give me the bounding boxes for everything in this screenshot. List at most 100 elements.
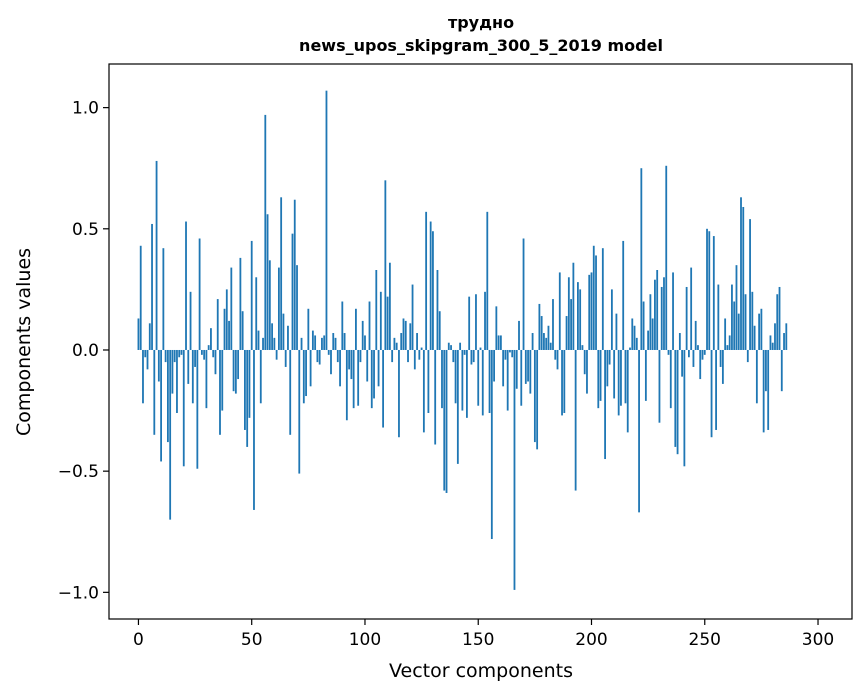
bar [180,349,183,355]
bar [375,270,378,350]
x-axis: 0 50 100 150 200 250 300 [133,619,834,650]
bar [495,306,498,350]
bar [241,311,244,350]
bar [203,349,206,360]
bar [287,325,289,350]
bar [656,270,659,350]
bar [384,180,387,350]
bar [262,337,264,350]
bar [538,303,541,350]
bar [368,301,371,350]
bar [640,168,643,350]
bar [266,214,269,350]
bar [710,349,713,438]
bar [706,228,708,350]
bar [194,349,196,367]
bar [767,349,770,430]
bar [144,349,147,358]
bar [631,318,634,350]
bar [298,349,301,474]
bar [148,323,151,350]
bar [701,349,704,360]
bar [769,335,772,350]
bar [629,347,631,350]
bar [715,349,717,430]
bar [452,349,455,363]
bar [237,349,240,380]
bar [712,236,715,350]
y-axis: −1.0 −0.5 0.0 0.5 1.0 [58,99,109,603]
bar [577,282,579,350]
bar [302,349,305,404]
bar [658,349,661,423]
bar [377,349,380,387]
bar [200,349,203,355]
bar [683,349,686,467]
bar [341,301,344,350]
bar [171,349,174,394]
bar [336,349,339,363]
bar [486,211,489,350]
bar [760,308,763,350]
bar [422,349,425,433]
bar [345,349,348,421]
bar [780,349,783,392]
bar [468,296,471,350]
bar [771,342,774,350]
bar [497,335,500,350]
bar [758,313,761,350]
bar [586,349,588,394]
bar [239,257,242,350]
bar [223,308,226,350]
bar [191,349,194,404]
bar [461,349,464,411]
bar [719,349,722,367]
bar [615,313,618,350]
bar [137,318,140,350]
bar [778,286,781,350]
bar [318,349,321,365]
bar [783,333,785,350]
bar [549,342,552,350]
y-axis-label: Components values [13,248,35,436]
bar [142,349,144,404]
bar [361,320,364,350]
bar [327,349,330,355]
bar [567,277,570,350]
bar [409,323,412,350]
bar [547,325,550,350]
bar [259,349,262,404]
bar [667,349,670,355]
bar [173,349,176,363]
bar [198,238,201,350]
bar [382,349,384,428]
bar [475,294,477,350]
bar [388,262,391,350]
bar [570,299,573,350]
bar [289,349,292,435]
bar [420,347,423,350]
bar [642,301,645,350]
bar [366,349,369,382]
bar [207,345,210,350]
bar [225,289,228,350]
x-tick-label: 200 [575,630,607,650]
bar [511,349,514,358]
bar [644,349,647,401]
bar [592,245,595,350]
bar [334,337,337,350]
bar [499,335,502,350]
bar [187,349,190,384]
bar [529,349,532,394]
x-axis-label: Vector components [389,660,573,682]
bar [753,325,756,350]
bar [153,349,156,435]
bar [185,221,187,350]
bar [685,286,688,350]
bar [379,291,382,350]
bar [232,349,235,392]
bar [581,345,584,350]
bar [182,349,185,467]
bar [774,323,776,350]
